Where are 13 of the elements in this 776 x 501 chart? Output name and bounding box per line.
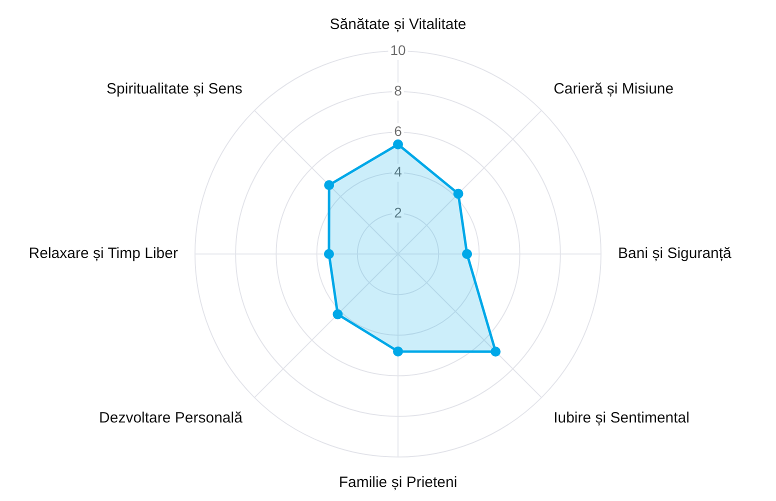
y-tick-label: 2 <box>394 204 402 220</box>
spoke-label: Bani și Siguranță <box>618 245 732 262</box>
spoke-label: Relaxare și Timp Liber <box>28 245 178 262</box>
y-tick-label: 4 <box>394 164 402 180</box>
y-tick-label: 8 <box>394 82 402 98</box>
spoke-label: Dezvoltare Personală <box>99 410 244 427</box>
y-tick-label: 6 <box>394 123 402 140</box>
spoke-label: Familie și Prieteni <box>338 474 458 492</box>
spoke-label: Carieră și Misiune <box>554 80 674 98</box>
spoke-label: Iubire și Sentimental <box>554 410 690 427</box>
spoke-label: Sănătate și Vitalitate <box>330 16 466 34</box>
spoke-label: Spiritualitate și Sens <box>106 80 242 98</box>
y-tick-label: 10 <box>390 42 406 58</box>
